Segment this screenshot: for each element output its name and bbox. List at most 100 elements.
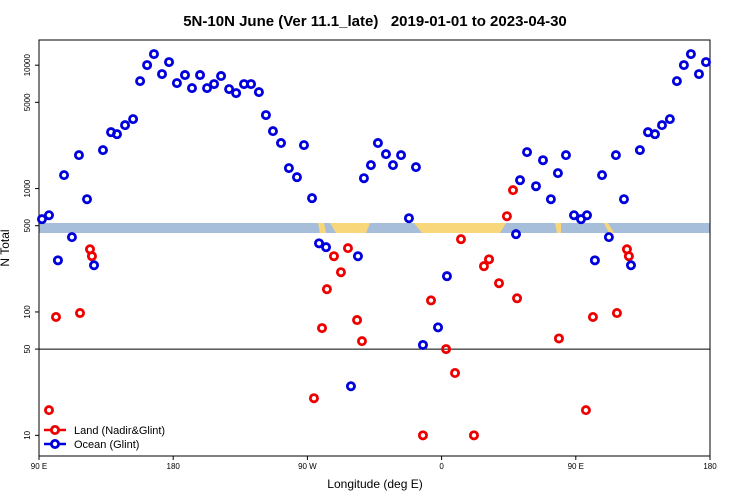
point <box>433 322 444 333</box>
point <box>97 145 108 156</box>
point <box>468 430 479 441</box>
point <box>66 232 77 243</box>
y-tick-label: 10 <box>23 430 32 439</box>
point <box>530 181 541 192</box>
point <box>342 243 353 254</box>
point <box>441 344 452 355</box>
point <box>441 271 452 282</box>
point <box>625 260 636 271</box>
point <box>128 114 139 125</box>
point <box>36 214 47 225</box>
point <box>52 255 63 266</box>
point <box>693 69 704 80</box>
y-tick-label: 1000 <box>23 179 32 197</box>
plot-frame <box>38 39 711 457</box>
x-tick-label: 90 W <box>298 462 317 471</box>
chart-title: 5N-10N June (Ver 11.1_late) 2019-01-01 t… <box>183 13 567 30</box>
point <box>417 430 428 441</box>
point <box>276 138 287 149</box>
point <box>597 170 608 181</box>
point <box>148 49 159 60</box>
point <box>522 147 533 158</box>
point <box>603 232 614 243</box>
point <box>179 70 190 81</box>
point <box>335 267 346 278</box>
point <box>50 312 61 323</box>
point <box>685 49 696 60</box>
point <box>678 60 689 71</box>
point <box>43 405 54 416</box>
point <box>508 185 519 196</box>
point <box>314 238 325 249</box>
point <box>396 150 407 161</box>
point <box>267 126 278 137</box>
point <box>484 254 495 265</box>
point <box>171 78 182 89</box>
point <box>515 175 526 186</box>
point <box>86 251 97 262</box>
legend-marker <box>50 438 61 449</box>
point <box>321 284 332 295</box>
point <box>552 168 563 179</box>
y-tick-label: 50 <box>23 344 32 353</box>
point <box>111 129 122 140</box>
point <box>283 163 294 174</box>
point <box>157 69 168 80</box>
point <box>512 293 523 304</box>
point <box>537 155 548 166</box>
point <box>82 194 93 205</box>
point <box>135 76 146 87</box>
legend-marker <box>50 424 61 435</box>
point <box>501 211 512 222</box>
x-tick-label: 180 <box>703 462 717 471</box>
y-tick-label: 10000 <box>23 54 32 77</box>
point <box>224 84 235 95</box>
point <box>580 405 591 416</box>
point <box>317 323 328 334</box>
x-axis-label: Longitude (deg E) <box>327 477 422 491</box>
point <box>478 261 489 272</box>
point <box>494 278 505 289</box>
point <box>328 251 339 262</box>
point <box>569 210 580 221</box>
y-axis-label: N Total <box>0 229 12 266</box>
point <box>209 79 220 90</box>
point <box>195 70 206 81</box>
point <box>623 251 634 262</box>
point <box>246 79 257 90</box>
point <box>365 160 376 171</box>
point <box>611 308 622 319</box>
x-tick-label: 90 E <box>568 462 584 471</box>
point <box>164 57 175 68</box>
point <box>664 114 675 125</box>
x-tick-label: 0 <box>439 462 444 471</box>
point <box>352 315 363 326</box>
point <box>671 76 682 87</box>
point <box>298 140 309 151</box>
point <box>43 210 54 221</box>
point <box>656 120 667 131</box>
point <box>545 194 556 205</box>
point <box>649 129 660 140</box>
point <box>291 172 302 183</box>
point <box>73 150 84 161</box>
point <box>417 339 428 350</box>
point <box>352 251 363 262</box>
y-tick-label: 500 <box>23 218 32 232</box>
point <box>75 308 86 319</box>
point <box>450 368 461 379</box>
point <box>426 295 437 306</box>
point <box>581 210 592 221</box>
point <box>410 162 421 173</box>
legend-label: Ocean (Glint) <box>74 439 139 451</box>
point <box>700 57 711 68</box>
point <box>59 170 70 181</box>
point <box>345 381 356 392</box>
point <box>202 83 213 94</box>
point <box>216 71 227 82</box>
point <box>387 160 398 171</box>
point <box>634 145 645 156</box>
point <box>589 255 600 266</box>
point <box>610 150 621 161</box>
